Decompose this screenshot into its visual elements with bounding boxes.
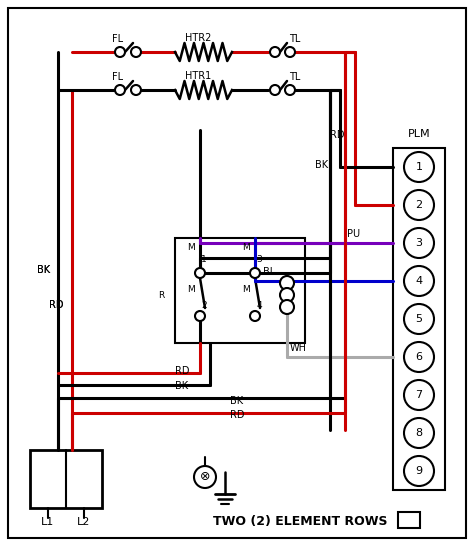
Circle shape	[270, 85, 280, 95]
Text: 8: 8	[415, 428, 422, 438]
Circle shape	[404, 456, 434, 486]
Circle shape	[195, 311, 205, 321]
Circle shape	[404, 228, 434, 258]
Text: FL: FL	[112, 72, 124, 82]
Circle shape	[404, 342, 434, 372]
Text: 1: 1	[416, 162, 422, 172]
Text: BK: BK	[37, 265, 50, 275]
Text: 1: 1	[201, 255, 207, 265]
Circle shape	[404, 418, 434, 448]
Circle shape	[280, 300, 294, 314]
Bar	[175, 238, 305, 343]
Text: BK: BK	[37, 265, 50, 275]
Text: RD: RD	[230, 410, 245, 420]
Circle shape	[131, 47, 141, 57]
Text: PLM: PLM	[408, 129, 430, 139]
Text: R: R	[158, 290, 164, 300]
Circle shape	[404, 190, 434, 220]
Circle shape	[404, 152, 434, 182]
Circle shape	[285, 47, 295, 57]
Circle shape	[131, 85, 141, 95]
Text: 5: 5	[416, 314, 422, 324]
Text: 6: 6	[416, 352, 422, 362]
Text: 4: 4	[415, 276, 422, 286]
Text: L2: L2	[77, 517, 91, 527]
Bar	[398, 512, 420, 528]
Circle shape	[250, 311, 260, 321]
Text: BK: BK	[230, 396, 243, 406]
Text: 2: 2	[415, 200, 422, 210]
Bar	[30, 450, 102, 508]
Circle shape	[250, 268, 260, 278]
Text: M: M	[242, 242, 250, 252]
Text: 9: 9	[415, 466, 422, 476]
Text: BL: BL	[263, 267, 275, 277]
Text: RD: RD	[49, 300, 64, 310]
Text: WH: WH	[290, 343, 307, 353]
Text: RD: RD	[49, 300, 64, 310]
Text: PU: PU	[347, 229, 360, 239]
Circle shape	[115, 47, 125, 57]
Circle shape	[195, 268, 205, 278]
Text: TL: TL	[289, 34, 301, 44]
Text: HTR2: HTR2	[185, 33, 211, 43]
Text: HTR1: HTR1	[185, 71, 211, 81]
Text: TWO (2) ELEMENT ROWS: TWO (2) ELEMENT ROWS	[213, 515, 387, 528]
Text: TL: TL	[289, 72, 301, 82]
Circle shape	[280, 288, 294, 302]
Circle shape	[270, 47, 280, 57]
Circle shape	[280, 276, 294, 290]
Circle shape	[404, 304, 434, 334]
Text: ⊗: ⊗	[200, 470, 210, 484]
Circle shape	[404, 266, 434, 296]
Circle shape	[404, 380, 434, 410]
Bar	[393, 148, 445, 490]
Text: 2: 2	[201, 301, 207, 311]
Text: RD: RD	[175, 366, 190, 376]
Circle shape	[194, 466, 216, 488]
Circle shape	[285, 85, 295, 95]
Text: M: M	[187, 286, 195, 294]
Text: BK: BK	[175, 381, 188, 391]
Text: 3: 3	[416, 238, 422, 248]
Text: 7: 7	[415, 390, 422, 400]
Text: BK: BK	[315, 160, 328, 170]
Text: M: M	[187, 242, 195, 252]
Text: FL: FL	[112, 34, 124, 44]
Text: RD: RD	[330, 130, 345, 140]
Text: M: M	[242, 286, 250, 294]
Text: 3: 3	[256, 255, 262, 265]
Text: 4: 4	[256, 301, 262, 311]
Circle shape	[115, 85, 125, 95]
Text: L1: L1	[41, 517, 55, 527]
